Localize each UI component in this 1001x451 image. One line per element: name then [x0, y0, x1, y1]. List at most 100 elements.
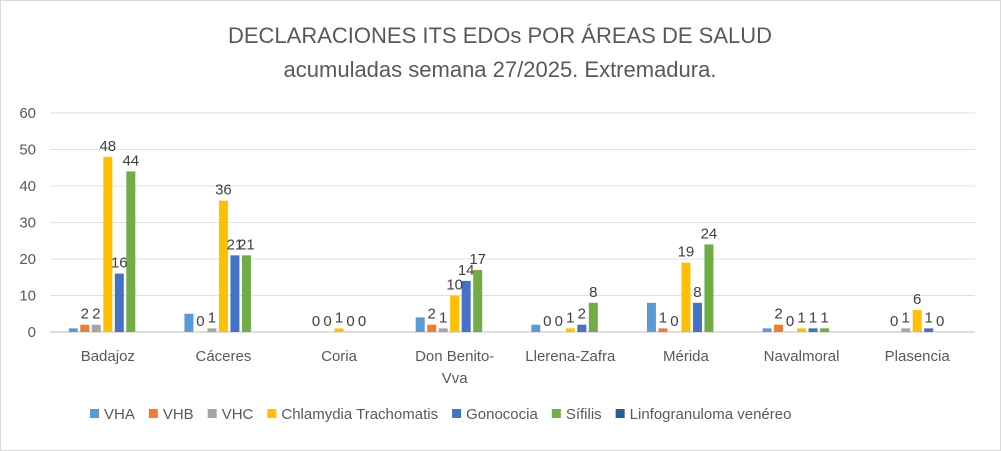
bar — [126, 171, 136, 332]
x-tick-line: Plasencia — [885, 348, 951, 365]
bar — [461, 280, 471, 332]
bar — [912, 310, 922, 332]
legend: VHA VHB VHC Chlamydia Trachomatis Gonococia S… — [90, 406, 791, 423]
data-label: 0 — [890, 313, 898, 330]
y-tick-label: 0 — [28, 324, 36, 341]
bar — [103, 156, 113, 332]
data-label: 2 — [578, 306, 586, 323]
x-tick-label: Cáceres — [196, 348, 252, 365]
x-tick-line: Vva — [442, 370, 469, 387]
bar — [241, 255, 251, 332]
data-label: 1 — [925, 309, 933, 326]
x-tick-line: Coria — [321, 348, 358, 365]
bar — [80, 324, 90, 332]
bar — [114, 273, 124, 332]
y-tick-label: 40 — [19, 178, 36, 195]
legend-swatch — [267, 409, 277, 418]
data-label: 0 — [555, 313, 563, 330]
y-tick-label: 60 — [19, 105, 36, 122]
data-label: 0 — [312, 313, 320, 330]
x-tick-label: Badajoz — [81, 348, 135, 365]
data-label: 0 — [936, 313, 944, 330]
data-label: 8 — [693, 284, 701, 301]
bar — [531, 324, 541, 332]
data-label: 1 — [566, 309, 574, 326]
y-tick-label: 50 — [19, 142, 36, 159]
legend-swatch — [615, 409, 625, 418]
bar — [184, 313, 194, 332]
x-tick-line: Cáceres — [196, 348, 252, 365]
bar — [207, 328, 217, 332]
bar — [473, 269, 483, 332]
x-tick-line: Llerena-Zafra — [525, 348, 616, 365]
data-label: 21 — [238, 236, 255, 253]
data-label: 10 — [446, 277, 463, 294]
x-tick-label: Don Benito- Vva — [415, 348, 494, 387]
bar — [820, 328, 830, 332]
bar — [774, 324, 784, 332]
bar — [692, 302, 702, 332]
data-label: 44 — [122, 152, 139, 169]
chart-title: DECLARACIONES ITS EDOs POR ÁREAS DE SALU… — [228, 23, 772, 48]
y-tick-label: 20 — [19, 251, 36, 268]
legend-swatch — [207, 409, 217, 418]
data-label: 0 — [323, 313, 331, 330]
x-tick-label: Mérida — [663, 348, 710, 365]
legend-swatch — [452, 409, 462, 418]
x-tick-line: Don Benito- — [415, 348, 494, 365]
legend-label: VHB — [163, 406, 194, 423]
y-tick-label: 10 — [19, 288, 36, 305]
y-tick-label: 30 — [19, 215, 36, 232]
bar — [762, 328, 772, 332]
x-tick-label: Llerena-Zafra — [525, 348, 616, 365]
data-label: 48 — [99, 138, 116, 155]
data-label: 2 — [774, 306, 782, 323]
bar — [577, 324, 587, 332]
bar — [704, 244, 714, 332]
data-label: 0 — [670, 313, 678, 330]
data-label: 1 — [902, 309, 910, 326]
bar — [646, 302, 656, 332]
bar — [901, 328, 911, 332]
data-label: 0 — [786, 313, 794, 330]
data-label: 2 — [81, 306, 89, 323]
legend-label: VHC — [222, 406, 254, 423]
data-label: 1 — [797, 309, 805, 326]
x-tick-line: Mérida — [663, 348, 710, 365]
data-label: 36 — [215, 182, 232, 199]
data-label: 19 — [678, 244, 695, 261]
data-label: 1 — [335, 309, 343, 326]
data-label: 1 — [659, 309, 667, 326]
bar — [230, 255, 240, 332]
data-label: 16 — [111, 255, 128, 272]
data-label: 17 — [469, 251, 486, 268]
legend-label: Sífilis — [566, 406, 602, 423]
bar — [588, 302, 598, 332]
bar — [450, 295, 460, 332]
data-label: 8 — [589, 284, 597, 301]
bar — [427, 324, 437, 332]
bar — [334, 328, 344, 332]
data-label: 21 — [227, 236, 244, 253]
data-label: 14 — [458, 262, 475, 279]
data-label: 1 — [439, 309, 447, 326]
data-label: 0 — [543, 313, 551, 330]
data-label: 0 — [196, 313, 204, 330]
data-label: 6 — [913, 291, 921, 308]
bar — [658, 328, 668, 332]
bar — [415, 317, 425, 332]
x-tick-label: Navalmoral — [764, 348, 840, 365]
bar — [565, 328, 575, 332]
x-tick-line: Badajoz — [81, 348, 135, 365]
data-label: 2 — [92, 306, 100, 323]
legend-swatch — [148, 409, 158, 418]
gridlines — [50, 112, 975, 333]
bar — [681, 262, 691, 332]
data-label: 0 — [358, 313, 366, 330]
data-label: 24 — [701, 225, 718, 242]
x-tick-label: Coria — [321, 348, 358, 365]
legend-swatch — [90, 409, 99, 418]
